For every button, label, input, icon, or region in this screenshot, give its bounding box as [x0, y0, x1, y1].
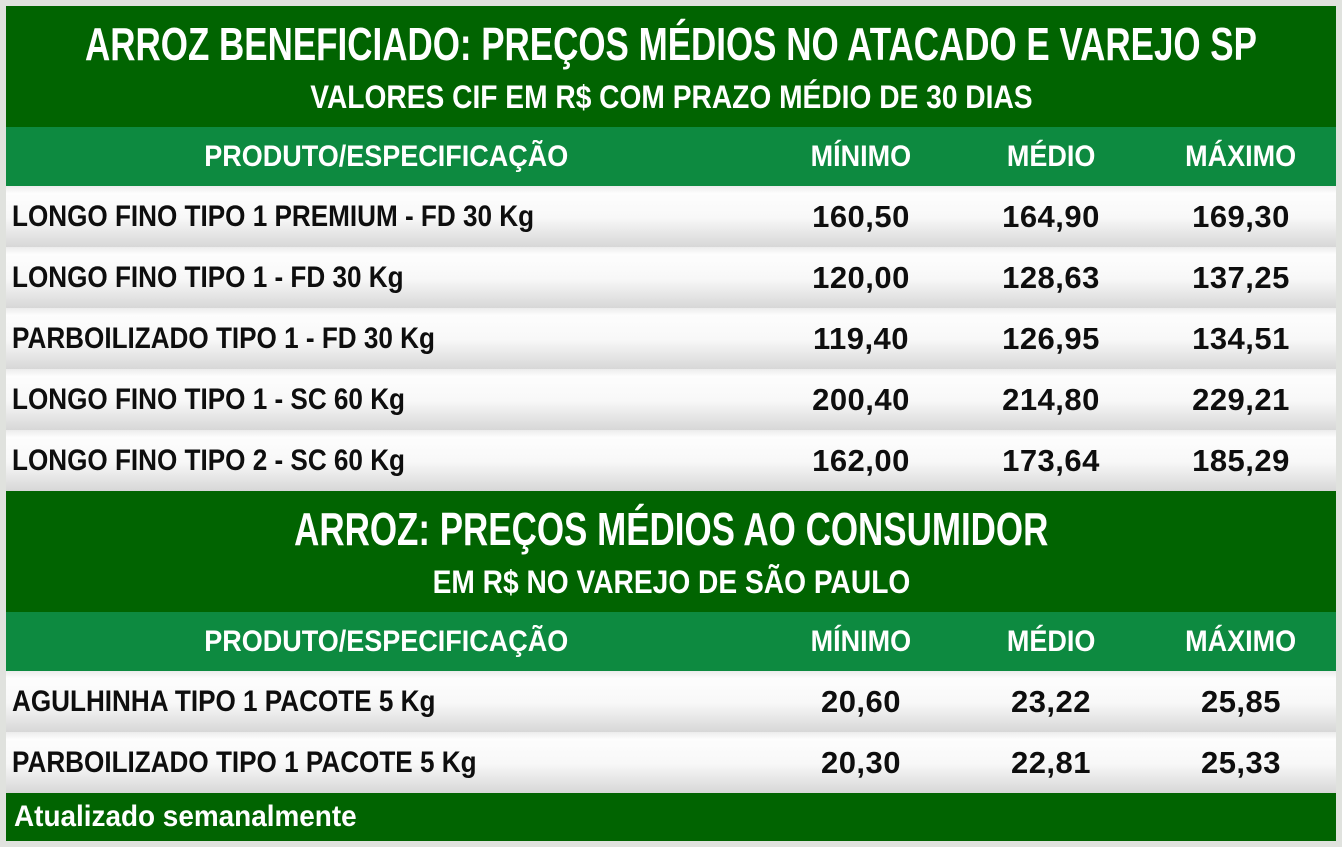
- avg-cell: 126,95: [1002, 320, 1100, 356]
- min-cell: 119,40: [812, 320, 910, 356]
- max-column-header-label: MÁXIMO: [1185, 624, 1297, 658]
- max-cell: 169,30: [1192, 198, 1290, 234]
- product-label: LONGO FINO TIPO 1 PREMIUM - FD 30 Kg: [12, 199, 535, 233]
- product-column-header-label: PRODUTO/ESPECIFICAÇÃO: [203, 139, 569, 173]
- avg-column-header: MÉDIO: [956, 140, 1146, 174]
- product-label: AGULHINHA TIPO 1 PACOTE 5 Kg: [12, 684, 436, 718]
- table-row: PARBOILIZADO TIPO 1 - FD 30 Kg 119,40 12…: [6, 308, 1336, 369]
- product-label: LONGO FINO TIPO 2 - SC 60 Kg: [12, 443, 405, 477]
- min-cell: 200,40: [812, 381, 910, 417]
- product-column-header: PRODUTO/ESPECIFICAÇÃO: [6, 625, 766, 659]
- avg-cell: 128,63: [1002, 259, 1100, 295]
- max-column-header: MÁXIMO: [1146, 140, 1336, 174]
- avg-column-header: MÉDIO: [956, 625, 1146, 659]
- table-row: LONGO FINO TIPO 1 PREMIUM - FD 30 Kg 160…: [6, 186, 1336, 247]
- wholesale-title: ARROZ BENEFICIADO: PREÇOS MÉDIOS NO ATAC…: [85, 17, 1257, 70]
- wholesale-subtitle: VALORES CIF EM R$ COM PRAZO MÉDIO DE 30 …: [309, 78, 1033, 115]
- product-cell: LONGO FINO TIPO 1 - SC 60 Kg: [6, 383, 766, 417]
- product-cell: LONGO FINO TIPO 2 - SC 60 Kg: [6, 444, 766, 478]
- page-frame: ARROZ BENEFICIADO: PREÇOS MÉDIOS NO ATAC…: [6, 6, 1336, 841]
- min-cell: 160,50: [812, 198, 910, 234]
- retail-title: ARROZ: PREÇOS MÉDIOS AO CONSUMIDOR: [293, 502, 1049, 555]
- product-label: PARBOILIZADO TIPO 1 PACOTE 5 Kg: [12, 745, 477, 779]
- footer-note: Atualizado semanalmente: [14, 800, 357, 833]
- max-cell: 185,29: [1192, 442, 1290, 478]
- wholesale-title-band: ARROZ BENEFICIADO: PREÇOS MÉDIOS NO ATAC…: [6, 6, 1336, 127]
- min-column-header: MÍNIMO: [766, 140, 956, 174]
- max-cell: 134,51: [1192, 320, 1290, 356]
- avg-cell: 23,22: [1010, 683, 1092, 719]
- avg-cell: 22,81: [1010, 744, 1092, 780]
- product-cell: LONGO FINO TIPO 1 - FD 30 Kg: [6, 261, 766, 295]
- max-cell: 25,85: [1200, 683, 1282, 719]
- table-row: PARBOILIZADO TIPO 1 PACOTE 5 Kg 20,30 22…: [6, 732, 1336, 793]
- retail-subtitle: EM R$ NO VAREJO DE SÃO PAULO: [432, 563, 910, 600]
- table-row: LONGO FINO TIPO 2 - SC 60 Kg 162,00 173,…: [6, 430, 1336, 491]
- min-cell: 120,00: [812, 259, 910, 295]
- retail-column-header-row: PRODUTO/ESPECIFICAÇÃO MÍNIMO MÉDIO MÁXIM…: [6, 612, 1336, 671]
- min-column-header-label: MÍNIMO: [810, 624, 912, 658]
- retail-title-band: ARROZ: PREÇOS MÉDIOS AO CONSUMIDOR EM R$…: [6, 491, 1336, 612]
- product-cell: PARBOILIZADO TIPO 1 PACOTE 5 Kg: [6, 746, 766, 780]
- product-label: LONGO FINO TIPO 1 - SC 60 Kg: [12, 382, 405, 416]
- avg-cell: 164,90: [1002, 198, 1100, 234]
- product-label: PARBOILIZADO TIPO 1 - FD 30 Kg: [12, 321, 435, 355]
- min-cell: 162,00: [812, 442, 910, 478]
- max-column-header-label: MÁXIMO: [1185, 139, 1297, 173]
- min-cell: 20,60: [820, 683, 902, 719]
- max-column-header: MÁXIMO: [1146, 625, 1336, 659]
- avg-column-header-label: MÉDIO: [1006, 139, 1096, 173]
- wholesale-column-header-row: PRODUTO/ESPECIFICAÇÃO MÍNIMO MÉDIO MÁXIM…: [6, 127, 1336, 186]
- max-cell: 137,25: [1192, 259, 1290, 295]
- table-row: AGULHINHA TIPO 1 PACOTE 5 Kg 20,60 23,22…: [6, 671, 1336, 732]
- avg-column-header-label: MÉDIO: [1006, 624, 1096, 658]
- max-cell: 25,33: [1200, 744, 1282, 780]
- retail-section: ARROZ: PREÇOS MÉDIOS AO CONSUMIDOR EM R$…: [6, 491, 1336, 793]
- max-cell: 229,21: [1192, 381, 1290, 417]
- min-column-header: MÍNIMO: [766, 625, 956, 659]
- product-column-header: PRODUTO/ESPECIFICAÇÃO: [6, 140, 766, 174]
- avg-cell: 173,64: [1002, 442, 1100, 478]
- product-label: LONGO FINO TIPO 1 - FD 30 Kg: [12, 260, 404, 294]
- table-row: LONGO FINO TIPO 1 - SC 60 Kg 200,40 214,…: [6, 369, 1336, 430]
- min-cell: 20,30: [820, 744, 902, 780]
- product-cell: LONGO FINO TIPO 1 PREMIUM - FD 30 Kg: [6, 200, 766, 234]
- min-column-header-label: MÍNIMO: [810, 139, 912, 173]
- avg-cell: 214,80: [1002, 381, 1100, 417]
- product-column-header-label: PRODUTO/ESPECIFICAÇÃO: [203, 624, 569, 658]
- product-cell: AGULHINHA TIPO 1 PACOTE 5 Kg: [6, 685, 766, 719]
- table-row: LONGO FINO TIPO 1 - FD 30 Kg 120,00 128,…: [6, 247, 1336, 308]
- product-cell: PARBOILIZADO TIPO 1 - FD 30 Kg: [6, 322, 766, 356]
- wholesale-section: ARROZ BENEFICIADO: PREÇOS MÉDIOS NO ATAC…: [6, 6, 1336, 491]
- footer-band: Atualizado semanalmente: [6, 793, 1336, 841]
